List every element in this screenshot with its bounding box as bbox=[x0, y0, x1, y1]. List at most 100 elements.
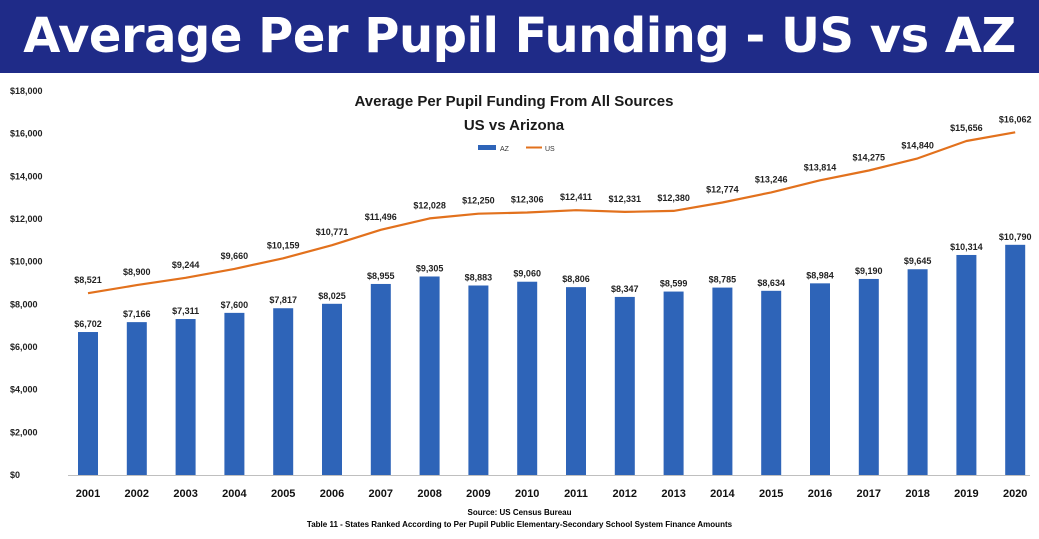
us-point-label: $9,660 bbox=[221, 251, 249, 261]
x-tick-label: 2017 bbox=[857, 488, 881, 500]
x-tick-label: 2001 bbox=[76, 488, 100, 500]
az-bar bbox=[810, 283, 830, 475]
az-bar bbox=[517, 281, 538, 475]
x-tick-label: 2018 bbox=[905, 488, 929, 500]
az-bar bbox=[712, 287, 733, 475]
source-line: Source: US Census Bureau bbox=[467, 508, 572, 517]
az-bar-label: $8,785 bbox=[709, 275, 737, 285]
us-point-label: $13,814 bbox=[804, 162, 837, 172]
az-bar bbox=[1005, 244, 1026, 475]
title-banner: Average Per Pupil Funding - US vs AZ bbox=[0, 0, 1039, 73]
legend-swatch-az bbox=[478, 145, 496, 150]
az-bar bbox=[175, 319, 196, 475]
us-point-label: $12,306 bbox=[511, 194, 544, 204]
x-tick-label: 2003 bbox=[173, 488, 197, 500]
az-bar bbox=[907, 269, 928, 475]
us-point-label: $12,411 bbox=[560, 192, 592, 202]
az-bar-label: $8,984 bbox=[806, 270, 834, 280]
az-bar-label: $6,702 bbox=[74, 319, 102, 329]
us-point-label: $14,275 bbox=[853, 152, 886, 162]
az-bar-label: $8,025 bbox=[318, 291, 346, 301]
az-bar bbox=[273, 308, 294, 475]
x-tick-label: 2008 bbox=[417, 488, 441, 500]
funding-chart: Average Per Pupil Funding From All Sourc… bbox=[10, 86, 1032, 500]
us-point-label: $12,250 bbox=[462, 196, 495, 206]
x-tick-label: 2010 bbox=[515, 488, 539, 500]
us-point-label: $8,521 bbox=[74, 275, 102, 285]
us-point-label: $8,900 bbox=[123, 267, 151, 277]
y-tick-label: $8,000 bbox=[10, 299, 38, 309]
az-bar-label: $9,305 bbox=[416, 263, 444, 273]
x-tick-label: 2019 bbox=[954, 488, 978, 500]
us-point-label: $10,159 bbox=[267, 240, 300, 250]
x-tick-label: 2016 bbox=[808, 488, 832, 500]
us-line bbox=[87, 131, 1016, 295]
az-bar bbox=[419, 276, 440, 475]
x-tick-label: 2020 bbox=[1003, 488, 1027, 500]
az-bar-label: $9,060 bbox=[513, 269, 541, 279]
az-bar-label: $8,883 bbox=[465, 272, 493, 282]
az-bar-label: $7,817 bbox=[269, 295, 297, 305]
az-bar bbox=[78, 332, 98, 475]
az-bar-label: $8,347 bbox=[611, 284, 639, 294]
us-point-label: $11,496 bbox=[365, 212, 397, 222]
az-bar-label: $7,166 bbox=[123, 309, 151, 319]
y-tick-label: $10,000 bbox=[10, 257, 43, 267]
us-point-label: $13,246 bbox=[755, 174, 788, 184]
x-tick-label: 2011 bbox=[564, 488, 588, 500]
x-tick-label: 2004 bbox=[222, 488, 247, 500]
x-tick-label: 2015 bbox=[759, 488, 783, 500]
y-tick-label: $18,000 bbox=[10, 86, 43, 96]
az-bar bbox=[322, 303, 342, 475]
y-tick-label: $0 bbox=[10, 470, 20, 480]
us-point-label: $10,771 bbox=[316, 227, 349, 237]
legend-label-us: US bbox=[545, 146, 555, 153]
az-bar-label: $8,634 bbox=[757, 278, 785, 288]
y-tick-label: $2,000 bbox=[10, 427, 38, 437]
x-tick-label: 2013 bbox=[661, 488, 685, 500]
az-bar-label: $9,645 bbox=[904, 256, 932, 266]
az-bar-label: $7,311 bbox=[172, 306, 199, 316]
az-bar bbox=[858, 278, 879, 475]
az-bar-label: $10,314 bbox=[950, 242, 983, 252]
az-bar-label: $8,599 bbox=[660, 279, 688, 289]
us-point-label: $12,331 bbox=[609, 194, 642, 204]
y-tick-label: $14,000 bbox=[10, 171, 43, 181]
us-point-label: $14,840 bbox=[901, 140, 934, 150]
chart-title: Average Per Pupil Funding From All Sourc… bbox=[355, 93, 674, 110]
x-tick-label: 2009 bbox=[466, 488, 490, 500]
x-tick-label: 2006 bbox=[320, 488, 344, 500]
az-bar bbox=[663, 291, 684, 475]
x-tick-label: 2014 bbox=[710, 488, 735, 500]
us-point-label: $12,380 bbox=[657, 193, 690, 203]
x-tick-label: 2002 bbox=[125, 488, 149, 500]
x-tick-label: 2012 bbox=[613, 488, 637, 500]
az-bar bbox=[956, 254, 977, 475]
az-bar-label: $8,806 bbox=[562, 274, 590, 284]
az-bar bbox=[761, 290, 782, 475]
legend-label-az: AZ bbox=[500, 146, 510, 153]
us-point-label: $9,244 bbox=[172, 260, 200, 270]
az-bar bbox=[224, 312, 245, 475]
us-point-label: $16,062 bbox=[999, 114, 1032, 124]
y-tick-label: $4,000 bbox=[10, 385, 38, 395]
az-bar-label: $10,790 bbox=[999, 232, 1032, 242]
us-point-label: $15,656 bbox=[950, 123, 983, 133]
table-reference-line: Table 11 - States Ranked According to Pe… bbox=[306, 520, 733, 529]
az-bar bbox=[126, 322, 147, 475]
y-tick-label: $12,000 bbox=[10, 214, 43, 224]
y-tick-label: $6,000 bbox=[10, 342, 38, 352]
x-tick-label: 2007 bbox=[369, 488, 393, 500]
az-bar bbox=[370, 283, 391, 475]
page-title: Average Per Pupil Funding - US vs AZ bbox=[23, 8, 1016, 64]
az-bar bbox=[614, 296, 635, 475]
az-bar-label: $7,600 bbox=[221, 300, 249, 310]
az-bar-label: $9,190 bbox=[855, 266, 883, 276]
y-tick-label: $16,000 bbox=[10, 129, 43, 139]
us-point-label: $12,028 bbox=[413, 200, 446, 210]
x-tick-label: 2005 bbox=[271, 488, 295, 500]
chart-subtitle: US vs Arizona bbox=[464, 117, 565, 134]
az-bar bbox=[566, 287, 586, 475]
az-bar bbox=[468, 285, 489, 475]
az-bar-label: $8,955 bbox=[367, 271, 395, 281]
